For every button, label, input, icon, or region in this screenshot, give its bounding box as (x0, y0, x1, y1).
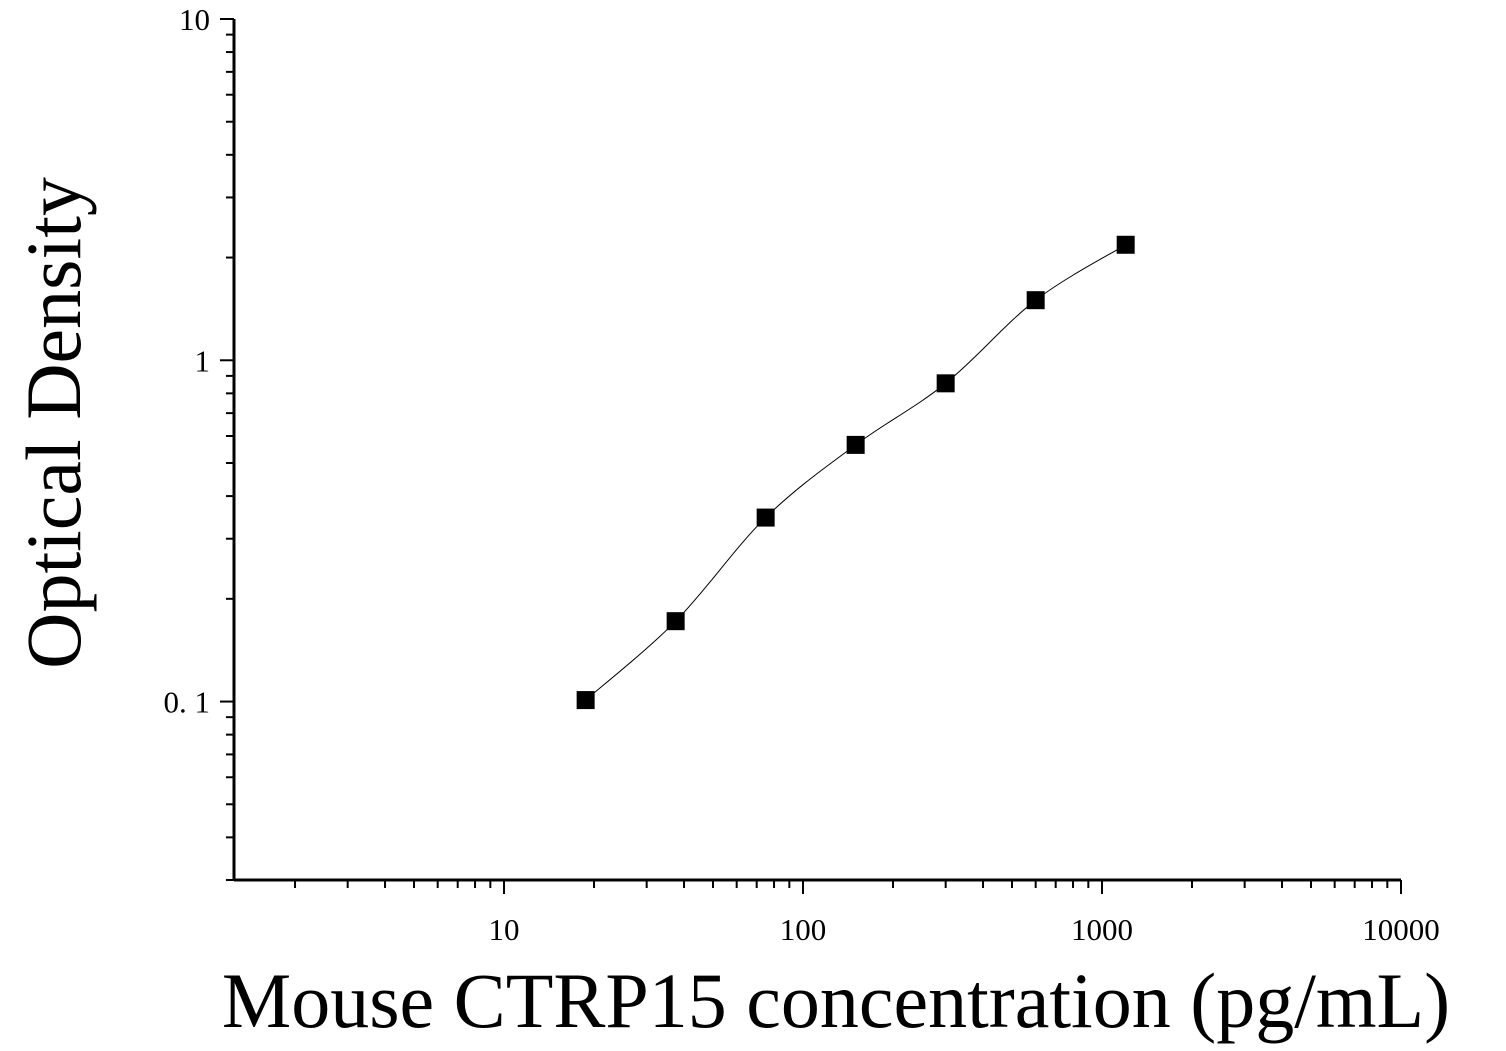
x-tick-label: 10000 (1362, 912, 1440, 947)
axes (232, 19, 1401, 882)
x-axis-ticks (294, 880, 1402, 894)
data-point (666, 612, 685, 631)
data-point (1116, 235, 1135, 254)
x-axis-title: Mouse CTRP15 concentration (pg/mL) (222, 957, 1450, 1044)
fit-curve (585, 244, 1126, 701)
data-point (1026, 291, 1045, 310)
x-tick-label: 100 (780, 912, 827, 947)
y-axis-tick-labels: 0. 1 1 10 (164, 2, 211, 720)
y-tick-label: 0. 1 (164, 685, 211, 720)
y-axis-title: Optical Density (10, 177, 97, 669)
data-point (846, 435, 865, 454)
data-point (576, 691, 595, 710)
y-tick-label: 1 (195, 343, 211, 378)
x-tick-label: 10 (489, 912, 520, 947)
x-axis-tick-labels: 10 100 1000 10000 (489, 912, 1440, 947)
data-point (756, 508, 775, 527)
data-point (936, 374, 955, 393)
data-points (576, 235, 1135, 710)
y-tick-label: 10 (179, 2, 210, 37)
x-tick-label: 1000 (1071, 912, 1133, 947)
y-axis-ticks (220, 18, 234, 881)
